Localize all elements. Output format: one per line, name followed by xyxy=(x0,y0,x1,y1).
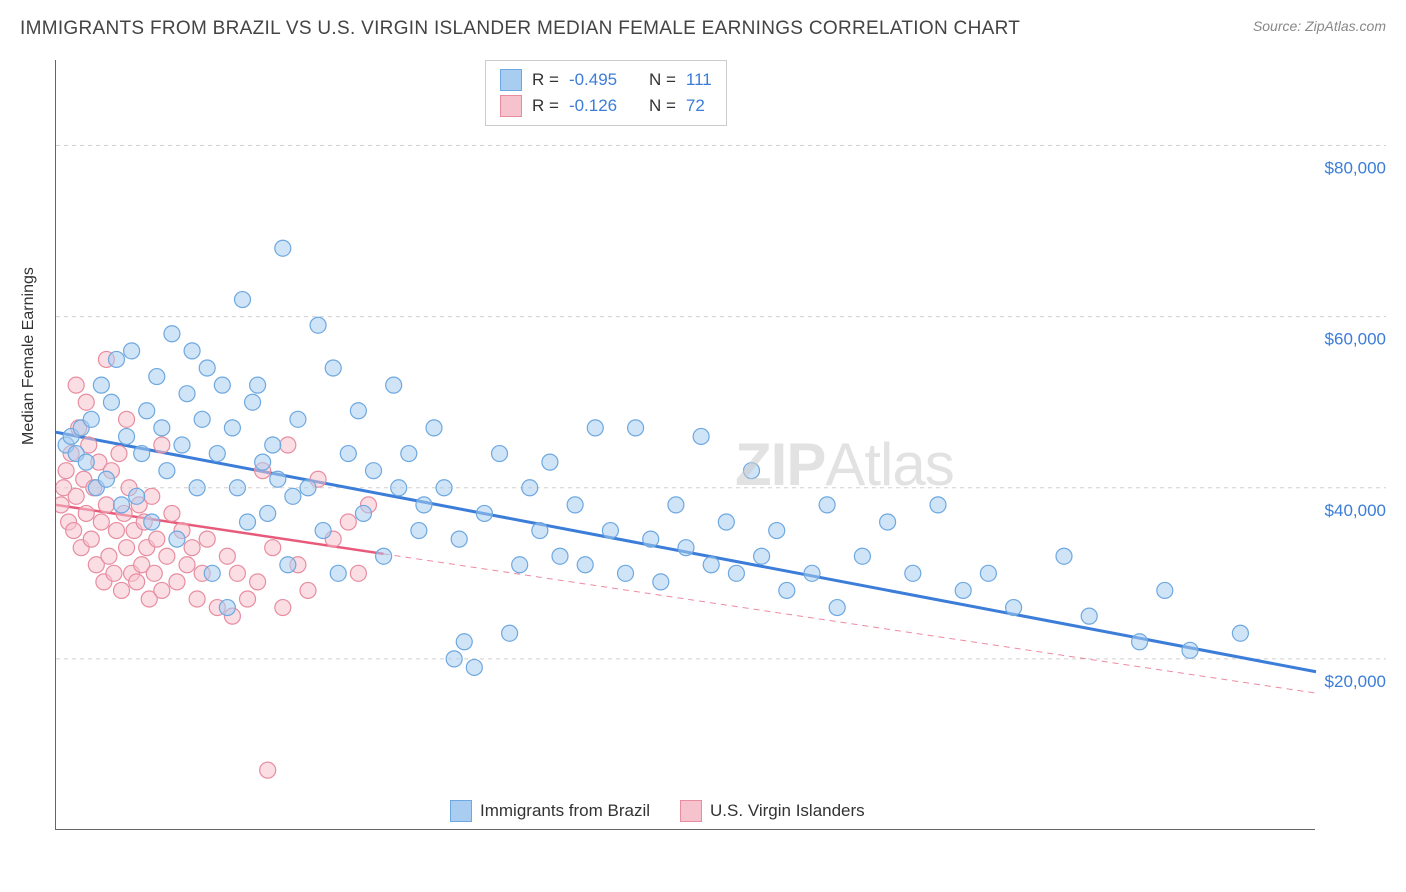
plot-box: $20,000$40,000$60,000$80,0000.0%25.0% xyxy=(55,60,1315,830)
n-value: 72 xyxy=(686,96,705,116)
y-tick-label: $60,000 xyxy=(1325,330,1386,349)
legend-swatch xyxy=(450,800,472,822)
legend-swatch xyxy=(500,69,522,91)
legend-swatch xyxy=(500,95,522,117)
series-legend-item: U.S. Virgin Islanders xyxy=(680,800,865,822)
r-value: -0.126 xyxy=(569,96,629,116)
y-axis-label: Median Female Earnings xyxy=(20,267,38,445)
series-legend-label: Immigrants from Brazil xyxy=(480,801,650,821)
n-label: N = xyxy=(649,96,676,116)
y-tick-label: $40,000 xyxy=(1325,501,1386,520)
legend-swatch xyxy=(680,800,702,822)
series-legend-item: Immigrants from Brazil xyxy=(450,800,650,822)
y-tick-label: $80,000 xyxy=(1325,159,1386,178)
r-label: R = xyxy=(532,70,559,90)
chart-area: Median Female Earnings $20,000$40,000$60… xyxy=(55,60,1385,830)
scatter-plot-svg: $20,000$40,000$60,000$80,0000.0%25.0% xyxy=(56,60,1386,830)
r-value: -0.495 xyxy=(569,70,629,90)
series-legend-label: U.S. Virgin Islanders xyxy=(710,801,865,821)
source-attribution: Source: ZipAtlas.com xyxy=(1253,18,1386,34)
correlation-legend-row: R = -0.495 N = 111 xyxy=(500,67,712,93)
r-label: R = xyxy=(532,96,559,116)
correlation-legend: R = -0.495 N = 111 R = -0.126 N = 72 xyxy=(485,60,727,126)
chart-title: IMMIGRANTS FROM BRAZIL VS U.S. VIRGIN IS… xyxy=(20,18,1020,40)
series-legend: Immigrants from Brazil U.S. Virgin Island… xyxy=(450,800,865,822)
chart-header: IMMIGRANTS FROM BRAZIL VS U.S. VIRGIN IS… xyxy=(0,0,1406,40)
source-value: ZipAtlas.com xyxy=(1305,18,1386,34)
source-label: Source: xyxy=(1253,18,1301,34)
n-label: N = xyxy=(649,70,676,90)
n-value: 111 xyxy=(686,70,712,90)
y-tick-label: $20,000 xyxy=(1325,672,1386,691)
correlation-legend-row: R = -0.126 N = 72 xyxy=(500,93,712,119)
